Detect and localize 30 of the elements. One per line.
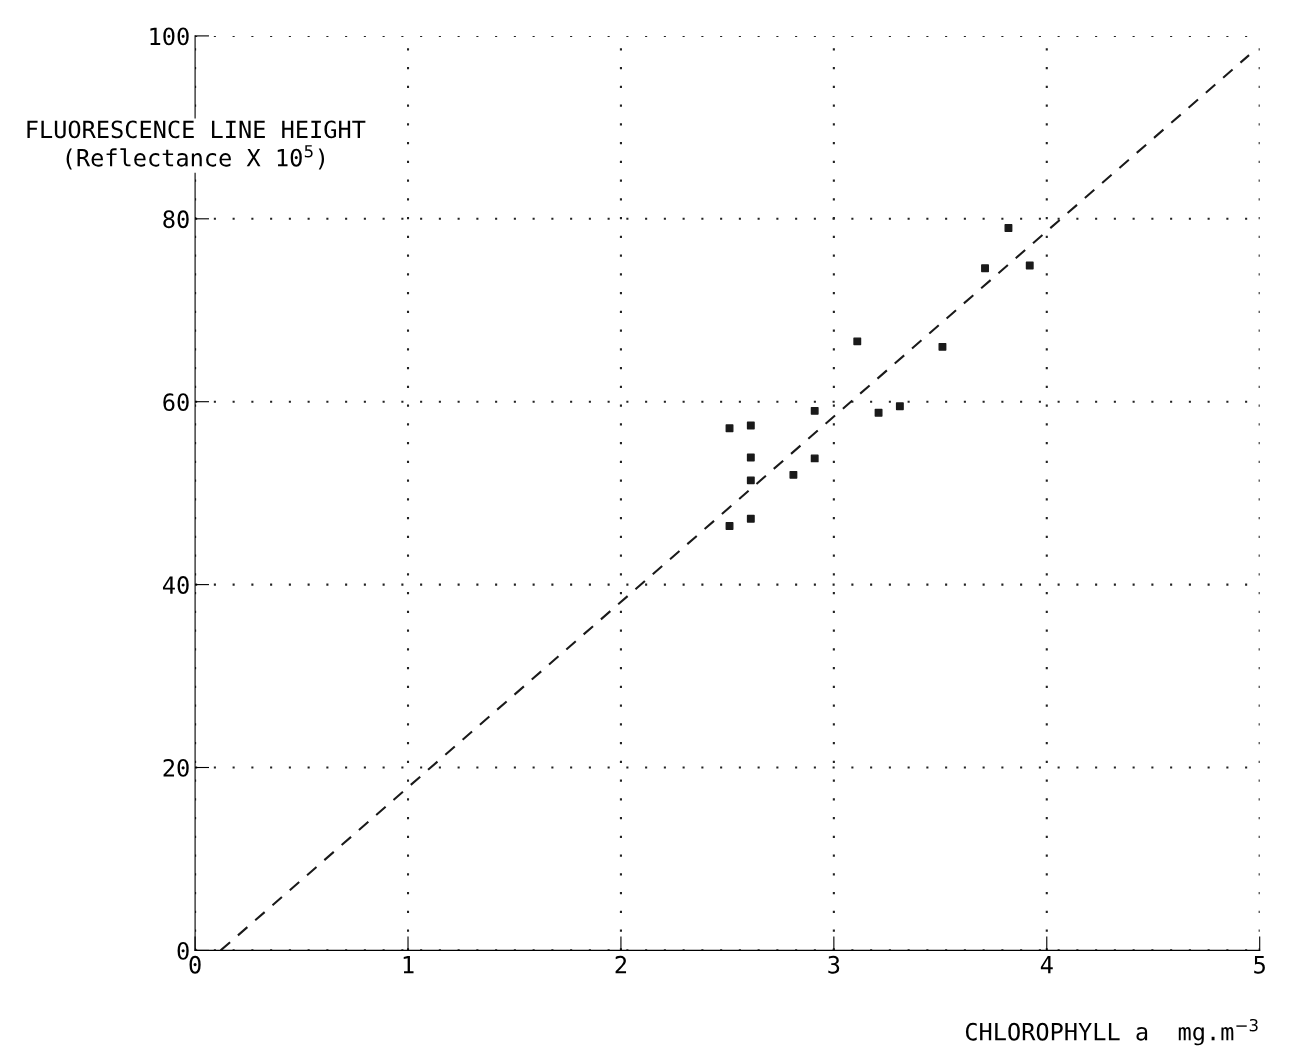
point bbox=[789, 470, 798, 479]
point bbox=[746, 453, 755, 462]
point bbox=[746, 476, 755, 485]
point bbox=[981, 264, 989, 273]
point bbox=[746, 421, 755, 430]
y-tick-label: 40 bbox=[162, 576, 189, 594]
x-axis-title: CHLOROPHYLL a mg.m$^{−3}$ bbox=[965, 1018, 1258, 1046]
x-tick-label: 2 bbox=[615, 955, 627, 974]
y-tick-label: 0 bbox=[177, 941, 189, 960]
y-tick-label: 20 bbox=[163, 759, 189, 777]
point bbox=[725, 424, 734, 433]
point bbox=[810, 406, 819, 415]
y-axis-title: FLUORESCENCE LINE HEIGHT (Reflectance X 10$^{5}$) bbox=[27, 120, 366, 170]
x-tick-label: 0 bbox=[189, 955, 201, 974]
y-tick-label: 60 bbox=[163, 393, 189, 412]
point bbox=[938, 342, 947, 351]
x-tick-label: 5 bbox=[1254, 956, 1265, 974]
point bbox=[746, 514, 755, 523]
point bbox=[810, 454, 819, 463]
point bbox=[725, 522, 734, 531]
point bbox=[1025, 261, 1034, 270]
point bbox=[1004, 223, 1013, 232]
x-tick-label: 1 bbox=[403, 956, 414, 974]
x-tick-label: 3 bbox=[828, 955, 840, 974]
point bbox=[874, 408, 883, 417]
point bbox=[895, 402, 904, 411]
y-tick-label: 80 bbox=[163, 210, 189, 229]
point bbox=[853, 337, 862, 346]
x-tick-label: 4 bbox=[1040, 956, 1053, 974]
y-tick-label: 100 bbox=[150, 27, 189, 46]
